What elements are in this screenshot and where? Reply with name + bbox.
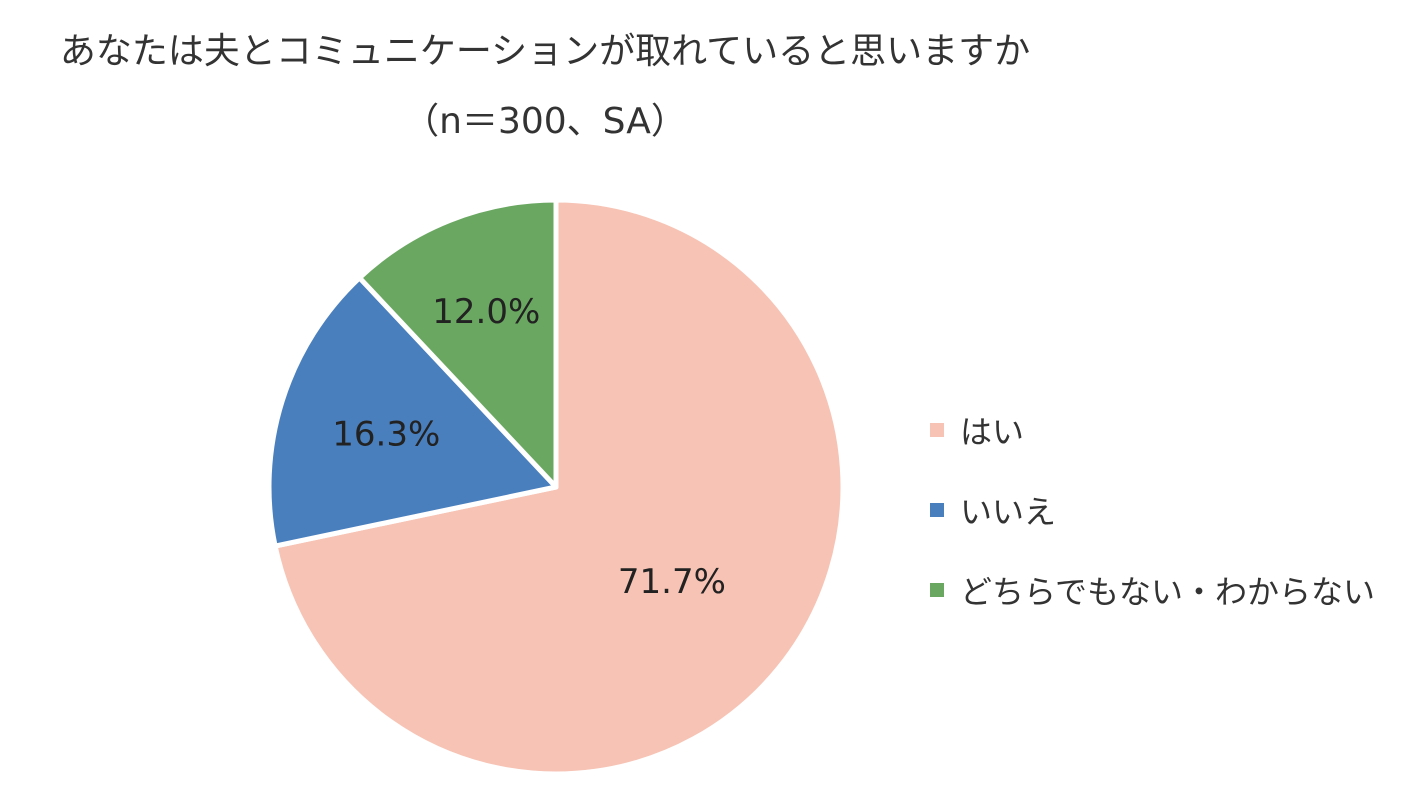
data-label-neither: 12.0% — [432, 292, 540, 332]
pie-slices — [266, 197, 846, 777]
legend-swatch-neither — [930, 583, 944, 597]
pie-data-labels: 71.7% 16.3% 12.0% — [332, 292, 726, 602]
legend-swatch-yes — [930, 423, 944, 437]
chart-subtitle: （n＝300、SA） — [403, 101, 687, 142]
legend-label-yes: はい — [960, 413, 1025, 451]
legend-label-neither: どちらでもない・わからない — [960, 573, 1376, 611]
legend-item-no: いいえ — [930, 470, 1375, 550]
data-label-yes: 71.7% — [618, 562, 726, 602]
legend: はい いいえ どちらでもない・わからない — [930, 390, 1375, 630]
legend-item-yes: はい — [930, 390, 1375, 470]
legend-item-neither: どちらでもない・わからない — [930, 550, 1375, 630]
chart-title: あなたは夫とコミュニケーションが取れていると思いますか — [59, 31, 1031, 72]
data-label-no: 16.3% — [332, 415, 440, 455]
legend-swatch-no — [930, 503, 944, 517]
legend-label-no: いいえ — [960, 493, 1057, 531]
slice-yes — [272, 197, 846, 777]
slice-neither — [357, 197, 559, 490]
slice-no — [266, 275, 559, 549]
